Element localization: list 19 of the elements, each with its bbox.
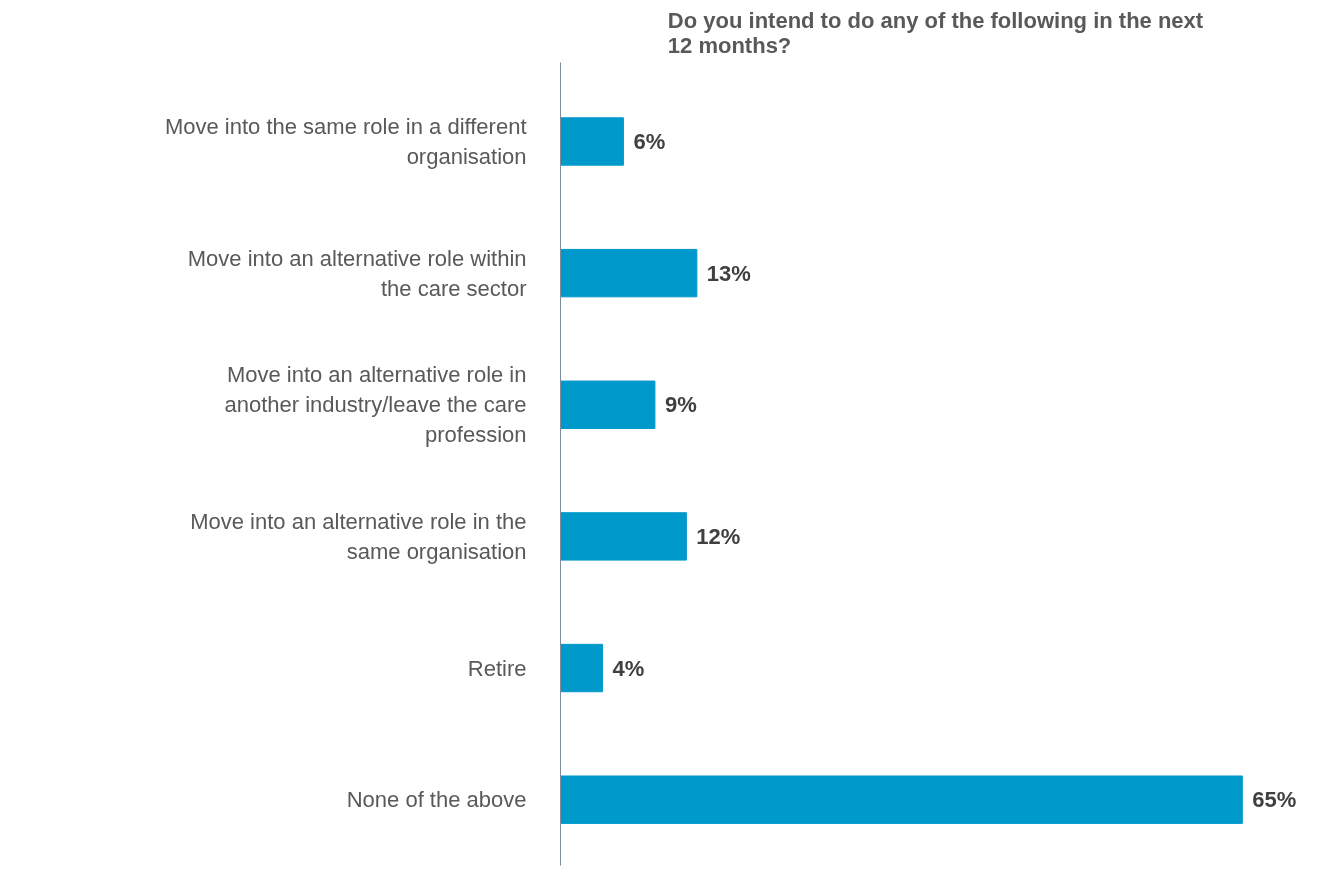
y-tick-label: Retire	[467, 655, 527, 681]
bar	[560, 512, 687, 561]
bar	[560, 775, 1243, 824]
bar	[560, 117, 624, 166]
y-tick-label: Move into an alternative role in the same organisation	[190, 508, 527, 564]
bar	[560, 643, 603, 693]
y-tick-label: Move into an alternative role within the care sector	[187, 245, 527, 301]
data-label: 12%	[696, 523, 741, 549]
data-label: 4%	[612, 655, 645, 681]
data-label: 6%	[633, 128, 666, 154]
bar	[560, 380, 656, 429]
chart-title: Do you intend to do any of the following in the next 12 months?	[667, 7, 1204, 58]
data-label: 9%	[664, 392, 697, 418]
data-label: 13%	[706, 260, 751, 286]
y-tick-label: Move into an alternative role in another industry/leave the care profession	[224, 362, 527, 448]
data-label: 65%	[1252, 787, 1297, 813]
y-tick-label: None of the above	[346, 787, 527, 813]
y-tick-label: Move into the same role in a different organisation	[164, 113, 527, 169]
bar	[560, 248, 698, 298]
